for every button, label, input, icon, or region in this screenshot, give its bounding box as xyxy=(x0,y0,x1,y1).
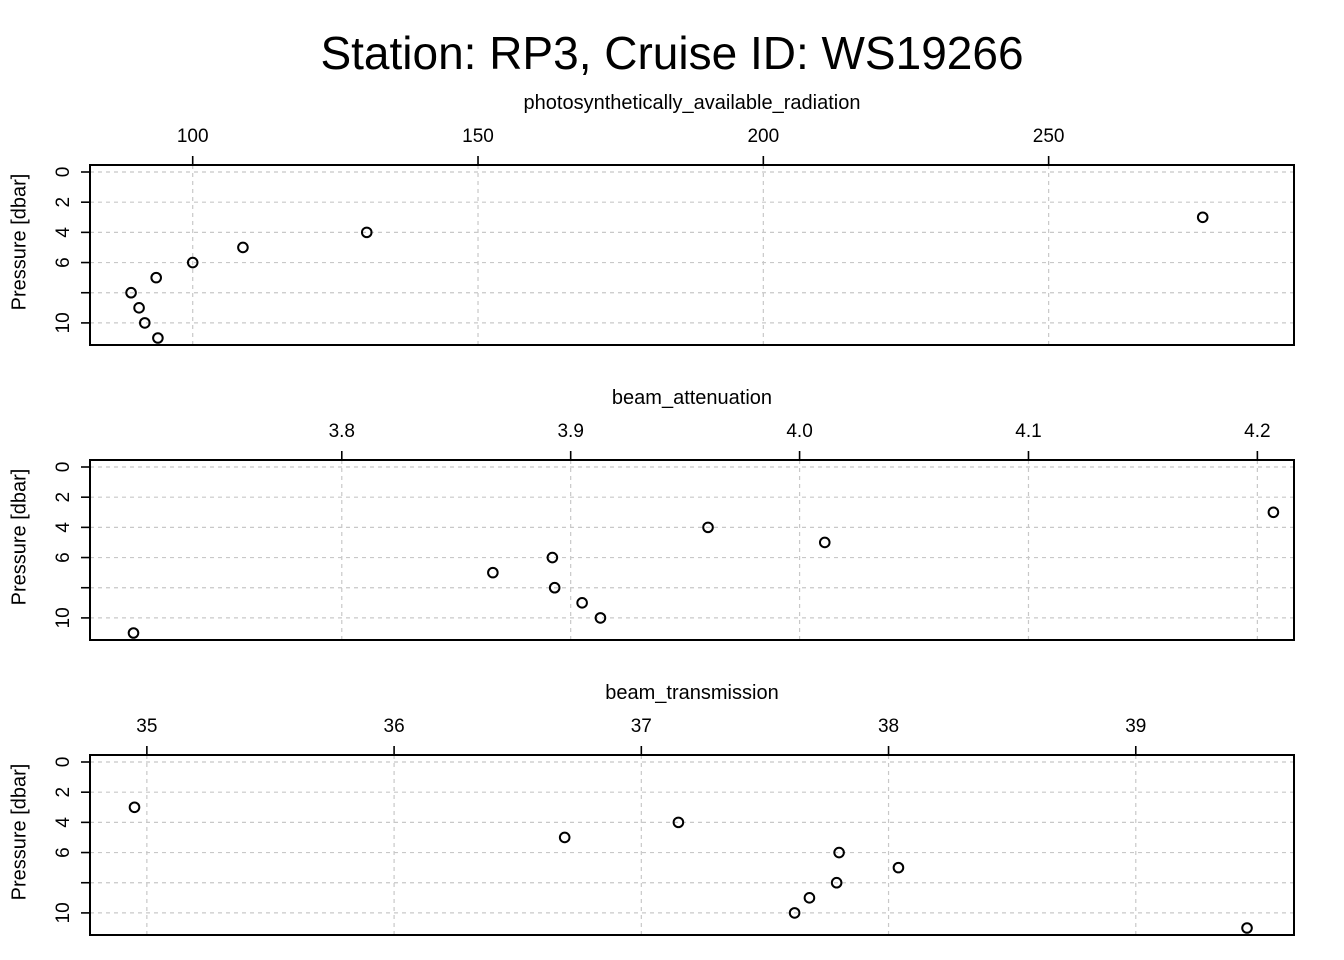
data-point xyxy=(830,876,843,889)
data-point xyxy=(1196,211,1209,224)
data-point xyxy=(1241,922,1253,934)
data-point xyxy=(594,612,607,624)
x-tick-label: 3.8 xyxy=(329,421,355,442)
y-tick-label: 10 xyxy=(53,607,74,628)
x-tick-label: 4.2 xyxy=(1244,421,1270,442)
data-point xyxy=(138,317,151,329)
data-point xyxy=(558,831,571,844)
y-axis-title: Pressure [dbar] xyxy=(8,469,30,606)
figure-title: Station: RP3, Cruise ID: WS19266 xyxy=(320,27,1023,79)
x-tick-label: 35 xyxy=(136,716,157,737)
x-tick-label: 39 xyxy=(1125,716,1146,737)
x-tick-label: 150 xyxy=(462,126,494,147)
x-tick-label: 4.0 xyxy=(786,421,812,442)
data-point xyxy=(186,256,199,269)
data-point xyxy=(548,581,561,594)
data-point xyxy=(125,286,137,299)
y-axis-title: Pressure [dbar] xyxy=(8,764,30,901)
data-point xyxy=(487,566,499,579)
data-point xyxy=(127,627,140,639)
data-point xyxy=(1267,506,1280,519)
x-tick-label: 3.9 xyxy=(557,421,583,442)
data-point xyxy=(150,271,162,284)
data-point xyxy=(818,536,831,549)
data-point xyxy=(788,907,801,919)
x-tick-label: 37 xyxy=(631,716,652,737)
x-tick-label: 36 xyxy=(384,716,405,737)
x-axis-title: beam_attenuation xyxy=(612,387,772,409)
y-tick-label: 10 xyxy=(53,312,74,333)
plot-frame xyxy=(89,754,1295,936)
y-axis-title: Pressure [dbar] xyxy=(8,174,30,311)
y-tick-label: 0 xyxy=(53,167,74,178)
data-point xyxy=(360,226,373,239)
x-tick-label: 4.1 xyxy=(1015,421,1041,442)
y-tick-label: 4 xyxy=(53,817,74,828)
data-point xyxy=(128,801,141,814)
plot-frame xyxy=(89,164,1295,346)
y-tick-label: 2 xyxy=(53,787,74,798)
data-point xyxy=(546,551,559,564)
x-tick-label: 38 xyxy=(878,716,899,737)
x-axis-title: photosynthetically_available_radiation xyxy=(524,92,861,114)
data-point xyxy=(803,892,816,904)
data-point xyxy=(702,521,714,534)
y-tick-label: 10 xyxy=(53,902,74,923)
y-tick-label: 6 xyxy=(53,847,74,858)
y-tick-label: 2 xyxy=(53,197,74,208)
data-point xyxy=(892,861,905,874)
panel-par: photosynthetically_available_radiation 10… xyxy=(8,92,1295,346)
y-tick-label: 0 xyxy=(53,462,74,473)
panel-beam-transmission: beam_transmission 35 36 37 38 39 0 2 4 6 10 Pressur… xyxy=(8,682,1295,936)
y-tick-label: 4 xyxy=(53,522,74,533)
panel-beam-attenuation: beam_attenuation 3.8 3.9 4.0 4.1 4.2 0 2 4 6 10 Pre… xyxy=(8,387,1295,641)
data-point xyxy=(237,241,249,254)
data-point xyxy=(133,302,145,314)
data-point xyxy=(833,846,845,859)
data-point xyxy=(672,816,685,829)
y-tick-label: 4 xyxy=(53,227,74,238)
x-tick-label: 100 xyxy=(177,126,209,147)
y-tick-label: 6 xyxy=(53,552,74,563)
x-axis-title: beam_transmission xyxy=(605,682,778,704)
y-tick-label: 0 xyxy=(53,757,74,768)
y-tick-label: 2 xyxy=(53,492,74,503)
plot-frame xyxy=(89,459,1295,641)
data-point xyxy=(152,332,164,344)
data-point xyxy=(576,597,588,609)
x-tick-label: 250 xyxy=(1033,126,1065,147)
x-tick-label: 200 xyxy=(747,126,779,147)
y-tick-label: 6 xyxy=(53,257,74,268)
